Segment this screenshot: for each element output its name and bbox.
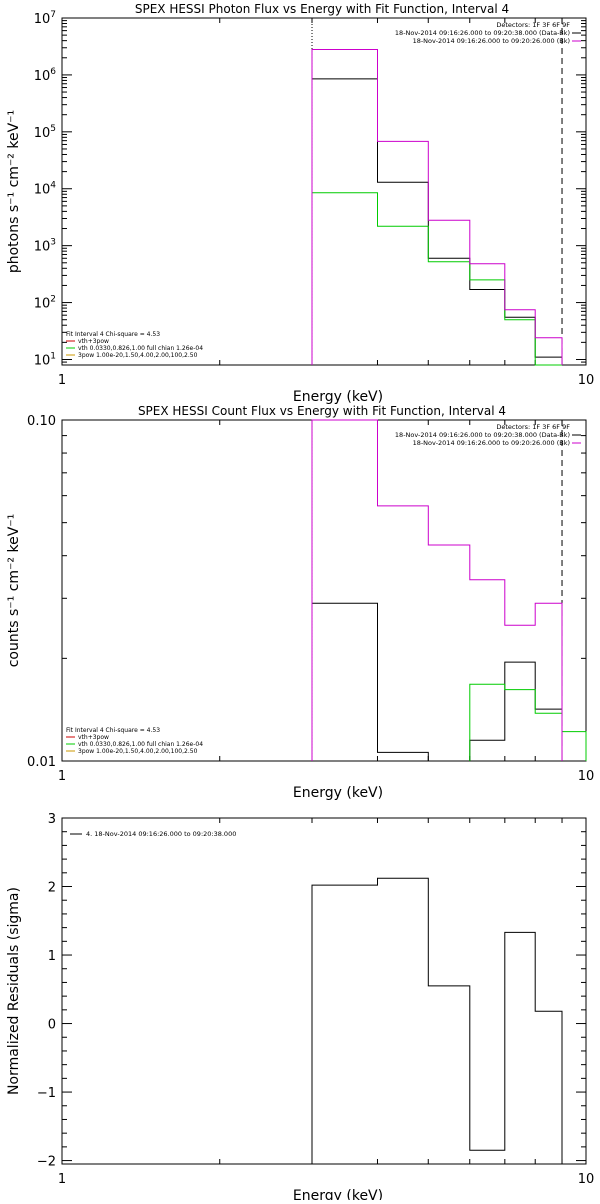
- chart-title: SPEX HESSI Photon Flux vs Energy with Fi…: [135, 2, 509, 16]
- y-tick-exponent: 6: [50, 67, 56, 77]
- legend-bottom-left-entry: vth 0.0330,0.826,1.00 full chian 1.26e-0…: [78, 741, 203, 748]
- x-tick-label: 1: [58, 1172, 66, 1187]
- y-tick-mantissa: 10: [34, 297, 51, 312]
- y-tick-exponent: 2: [50, 295, 56, 305]
- y-axis-label: Normalized Residuals (sigma): [6, 887, 22, 1095]
- legend-top-left-entry: 4. 18-Nov-2014 09:16:26.000 to 09:20:38.…: [86, 830, 236, 838]
- legend-top-right-entry: Detectors: 1F 3F 6F 9F: [496, 21, 570, 29]
- legend-bottom-left-entry: 3pow 1.00e-20,1.50,4.00,2.00,100,2.50: [78, 748, 198, 755]
- x-axis-label: Energy (keV): [293, 785, 383, 801]
- y-tick-exponent: 5: [50, 124, 56, 134]
- x-axis-label: Energy (keV): [293, 389, 383, 405]
- legend-bottom-left-entry: vth+3pow: [78, 338, 109, 345]
- y-tick-exponent: 4: [50, 181, 56, 191]
- y-tick-label: −2: [37, 1155, 56, 1170]
- y-tick-label: 102: [34, 295, 56, 312]
- y-tick-label: 0.01: [27, 755, 56, 770]
- y-tick-label: 106: [34, 67, 57, 84]
- legend-top-right-entry: 18-Nov-2014 09:16:26.000 to 09:20:26.000…: [413, 37, 570, 45]
- y-tick-mantissa: 10: [34, 126, 51, 141]
- legend-bottom-left-entry: vth 0.0330,0.826,1.00 full chian 1.26e-0…: [78, 345, 203, 352]
- y-tick-label: 101: [34, 351, 56, 368]
- count-model-histogram: [311, 602, 563, 762]
- y-tick-exponent: 3: [50, 238, 56, 248]
- residual-panel: 1 10 Energy (keV) −2 −1 0 1 2 3 Normalized Residu…: [6, 812, 595, 1204]
- y-tick-mantissa: 10: [34, 240, 51, 255]
- vth-histogram: [311, 192, 562, 366]
- y-tick-label: 107: [34, 10, 56, 27]
- legend-bottom-left-entry: Fit Interval 4 Chi-square = 4.53: [66, 331, 160, 338]
- y-tick-mantissa: 10: [34, 12, 51, 27]
- x-tick-label: 1: [58, 769, 66, 784]
- y-tick-exponent: 1: [50, 351, 56, 361]
- y-tick-mantissa: 10: [34, 69, 51, 84]
- y-tick-label: 0.10: [27, 414, 56, 429]
- y-tick-label: 0: [48, 1018, 56, 1033]
- data-histogram: [311, 49, 563, 365]
- photon-model-histogram: [311, 78, 563, 365]
- y-tick-label: 3: [48, 812, 56, 827]
- y-tick-exponent: 7: [50, 10, 56, 20]
- y-tick-label: 1: [48, 949, 56, 964]
- legend-bottom-left-entry: 3pow 1.00e-20,1.50,4.00,2.00,100,2.50: [78, 352, 198, 359]
- residual-plot-frame: [61, 817, 587, 1165]
- legend-top-right-entry: 18-Nov-2014 09:16:26.000 to 09:20:26.000…: [413, 439, 570, 447]
- x-tick-label: 1: [58, 373, 66, 388]
- legend-bottom-left-entry: vth+3pow: [78, 734, 109, 741]
- y-tick-label: 105: [34, 124, 56, 141]
- y-tick-label: 104: [34, 181, 57, 198]
- y-tick-mantissa: 10: [34, 183, 51, 198]
- y-tick-label: −1: [37, 1086, 56, 1101]
- x-axis-label: Energy (keV): [293, 1188, 383, 1200]
- vth-histogram: [469, 683, 587, 761]
- count-plot-frame: [61, 419, 587, 762]
- x-tick-label: 10: [578, 1172, 595, 1187]
- data-histogram: [311, 419, 563, 761]
- y-tick-label: 2: [48, 881, 56, 896]
- residuals-histogram: [311, 877, 563, 1164]
- y-axis-label: photons s⁻¹ cm⁻² keV⁻¹: [6, 110, 22, 273]
- x-tick-label: 10: [578, 373, 595, 388]
- photon-plot-frame: [61, 17, 587, 366]
- legend-top-right-entry: Detectors: 1F 3F 6F 9F: [496, 423, 570, 431]
- legend-top-right-entry: 18-Nov-2014 09:16:26.000 to 09:20:38.000…: [395, 431, 570, 439]
- legend-bottom-left-entry: Fit Interval 4 Chi-square = 4.53: [66, 727, 160, 734]
- y-tick-label: 103: [34, 238, 56, 255]
- chart-title: SPEX HESSI Count Flux vs Energy with Fit…: [138, 404, 506, 418]
- y-axis-label: counts s⁻¹ cm⁻² keV⁻¹: [6, 514, 22, 668]
- x-tick-label: 10: [578, 769, 595, 784]
- y-tick-mantissa: 10: [34, 353, 51, 368]
- count-panel: 1 10 Energy (keV) 0.01 0.10 counts s⁻¹ cm⁻² k…: [6, 404, 594, 801]
- legend-top-right-entry: 18-Nov-2014 09:16:26.000 to 09:20:38.000…: [395, 29, 570, 37]
